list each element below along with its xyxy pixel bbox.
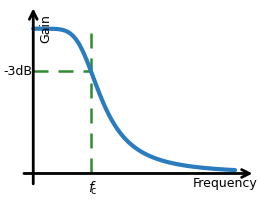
Text: $f\!_{\mathrm{c}}$: $f\!_{\mathrm{c}}$ [88,180,98,197]
Text: Frequency: Frequency [193,177,257,190]
Text: Gain: Gain [39,14,52,43]
Text: -3dB: -3dB [3,65,32,78]
